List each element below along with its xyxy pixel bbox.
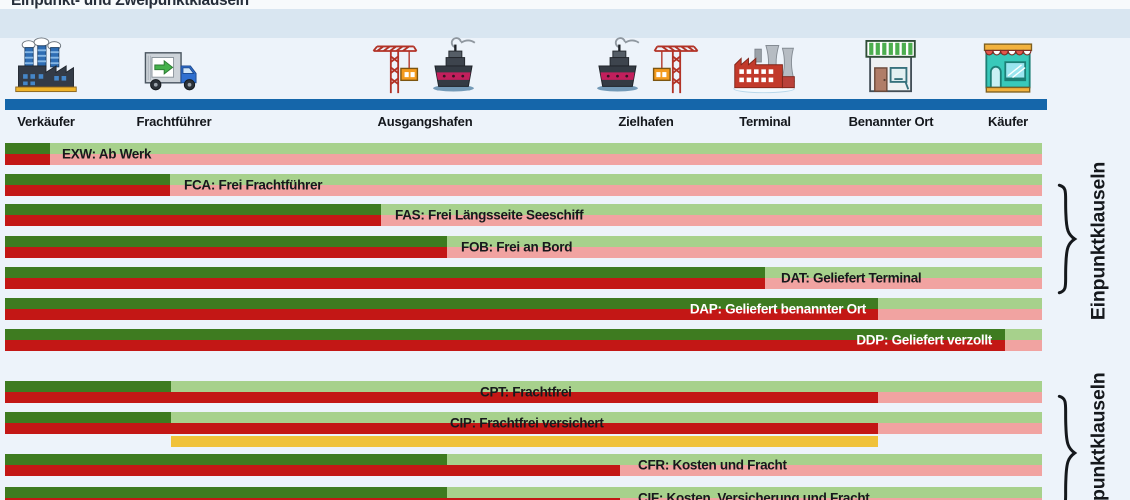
clause-row-fas: FAS: Frei Längsseite Seeschiff	[5, 204, 1042, 226]
header-band	[0, 9, 1130, 38]
cost-seller-segment	[5, 215, 381, 226]
risk-seller-segment	[5, 381, 171, 392]
station-label: Verkäufer	[17, 114, 75, 129]
clause-label-dat: DAT: Geliefert Terminal	[781, 270, 922, 286]
station-label: Zielhafen	[618, 114, 674, 129]
clause-row-fob: FOB: Frei an Bord	[5, 236, 1042, 258]
clause-row-cpt: CPT: Frachtfrei	[5, 381, 1042, 403]
station-verkaeufer: Verkäufer	[13, 37, 79, 129]
insurance-bar	[171, 436, 878, 447]
cost-seller-segment	[5, 278, 765, 289]
clause-row-dap: DAP: Geliefert benannter Ort	[5, 298, 1042, 320]
risk-seller-segment	[5, 267, 765, 278]
brace-zweipunkt	[1056, 394, 1078, 500]
station-benannter-ort: Benannter Ort	[848, 39, 934, 129]
risk-seller-segment	[5, 174, 170, 185]
clause-label-cip: CIP: Frachtfrei versichert	[450, 415, 604, 431]
risk-bar	[5, 143, 1042, 154]
cost-seller-segment	[5, 465, 620, 476]
container-crane-icon	[652, 40, 701, 100]
clause-label-ddp: DDP: Geliefert verzollt	[856, 332, 992, 348]
station-label: Frachtführer	[136, 114, 212, 129]
risk-bar	[5, 298, 1042, 309]
station-terminal: Terminal	[731, 41, 799, 129]
risk-bar	[5, 329, 1042, 340]
station-ausgangshafen: Ausgangshafen	[371, 37, 480, 129]
cost-bar	[5, 498, 1042, 500]
clause-label-dap: DAP: Geliefert benannter Ort	[689, 301, 866, 317]
risk-bar	[5, 204, 1042, 215]
factory-icon	[13, 35, 79, 100]
clause-row-exw: EXW: Ab Werk	[5, 143, 1042, 165]
station-frachtfuehrer: Frachtführer	[137, 41, 212, 129]
cost-bar	[5, 423, 1042, 434]
cost-bar	[5, 465, 1042, 476]
cost-bar	[5, 278, 1042, 289]
risk-seller-segment	[5, 143, 50, 154]
group-label-einpunkt: Einpunktklauseln	[1087, 161, 1110, 321]
risk-seller-segment	[5, 454, 447, 465]
clause-label-cif: CIF: Kosten, Versicherung und Fracht	[638, 490, 870, 500]
cost-seller-segment	[5, 185, 170, 196]
cargo-ship-icon	[592, 35, 644, 100]
cargo-ship-icon	[428, 35, 480, 100]
clause-label-cfr: CFR: Kosten und Fracht	[638, 457, 787, 473]
cost-seller-segment	[5, 340, 1005, 351]
risk-seller-segment	[5, 412, 171, 423]
risk-seller-segment	[5, 487, 447, 498]
cost-seller-segment	[5, 309, 878, 320]
risk-bar	[5, 412, 1042, 423]
station-zielhafen: Zielhafen	[592, 37, 701, 129]
station-label: Terminal	[739, 114, 791, 129]
station-label: Benannter Ort	[848, 114, 934, 129]
cost-bar	[5, 392, 1042, 403]
clause-row-cif: CIF: Kosten, Versicherung und Fracht	[5, 487, 1042, 500]
shop-icon	[864, 39, 918, 100]
cost-seller-segment	[5, 154, 50, 165]
risk-seller-segment	[5, 298, 878, 309]
clause-row-cfr: CFR: Kosten und Fracht	[5, 454, 1042, 476]
cost-seller-segment	[5, 423, 878, 434]
risk-seller-segment	[5, 204, 381, 215]
cost-seller-segment	[5, 392, 878, 403]
clause-label-fas: FAS: Frei Längsseite Seeschiff	[395, 207, 584, 223]
clause-label-fob: FOB: Frei an Bord	[461, 239, 573, 255]
clause-row-ddp: DDP: Geliefert verzollt	[5, 329, 1042, 351]
cost-bar	[5, 247, 1042, 258]
clause-label-cpt: CPT: Frachtfrei	[480, 384, 572, 400]
group-label-zweipunkt: Zweipunktklauseln	[1087, 372, 1110, 500]
container-crane-icon	[371, 40, 419, 100]
store-icon	[980, 42, 1036, 100]
brace-einpunkt	[1056, 183, 1078, 295]
cost-bar	[5, 309, 1042, 320]
page-title: Einpunkt- und Zweipunktklauseln	[11, 0, 249, 9]
cost-bar	[5, 154, 1042, 165]
top-strip	[0, 0, 1130, 9]
clause-row-dat: DAT: Geliefert Terminal	[5, 267, 1042, 289]
cost-bar	[5, 185, 1042, 196]
cost-bar	[5, 215, 1042, 226]
risk-bar	[5, 236, 1042, 247]
risk-bar	[5, 174, 1042, 185]
cost-seller-segment	[5, 498, 620, 500]
truck-icon	[144, 50, 204, 100]
risk-bar	[5, 487, 1042, 498]
risk-bar	[5, 454, 1042, 465]
clause-label-exw: EXW: Ab Werk	[62, 146, 152, 162]
station-label: Käufer	[988, 114, 1028, 129]
clause-row-cip: CIP: Frachtfrei versichert	[5, 412, 1042, 447]
station-kaeufer: Käufer	[980, 41, 1036, 129]
clause-label-fca: FCA: Frei Frachtführer	[184, 177, 323, 193]
cost-bar	[5, 340, 1042, 351]
clause-row-fca: FCA: Frei Frachtführer	[5, 174, 1042, 196]
cost-seller-segment	[5, 247, 447, 258]
risk-bar	[5, 267, 1042, 278]
station-label: Ausgangshafen	[377, 114, 473, 129]
risk-bar	[5, 381, 1042, 392]
timeline-line	[5, 99, 1047, 110]
risk-seller-segment	[5, 329, 1005, 340]
risk-seller-segment	[5, 236, 447, 247]
terminal-factory-icon	[731, 40, 799, 100]
